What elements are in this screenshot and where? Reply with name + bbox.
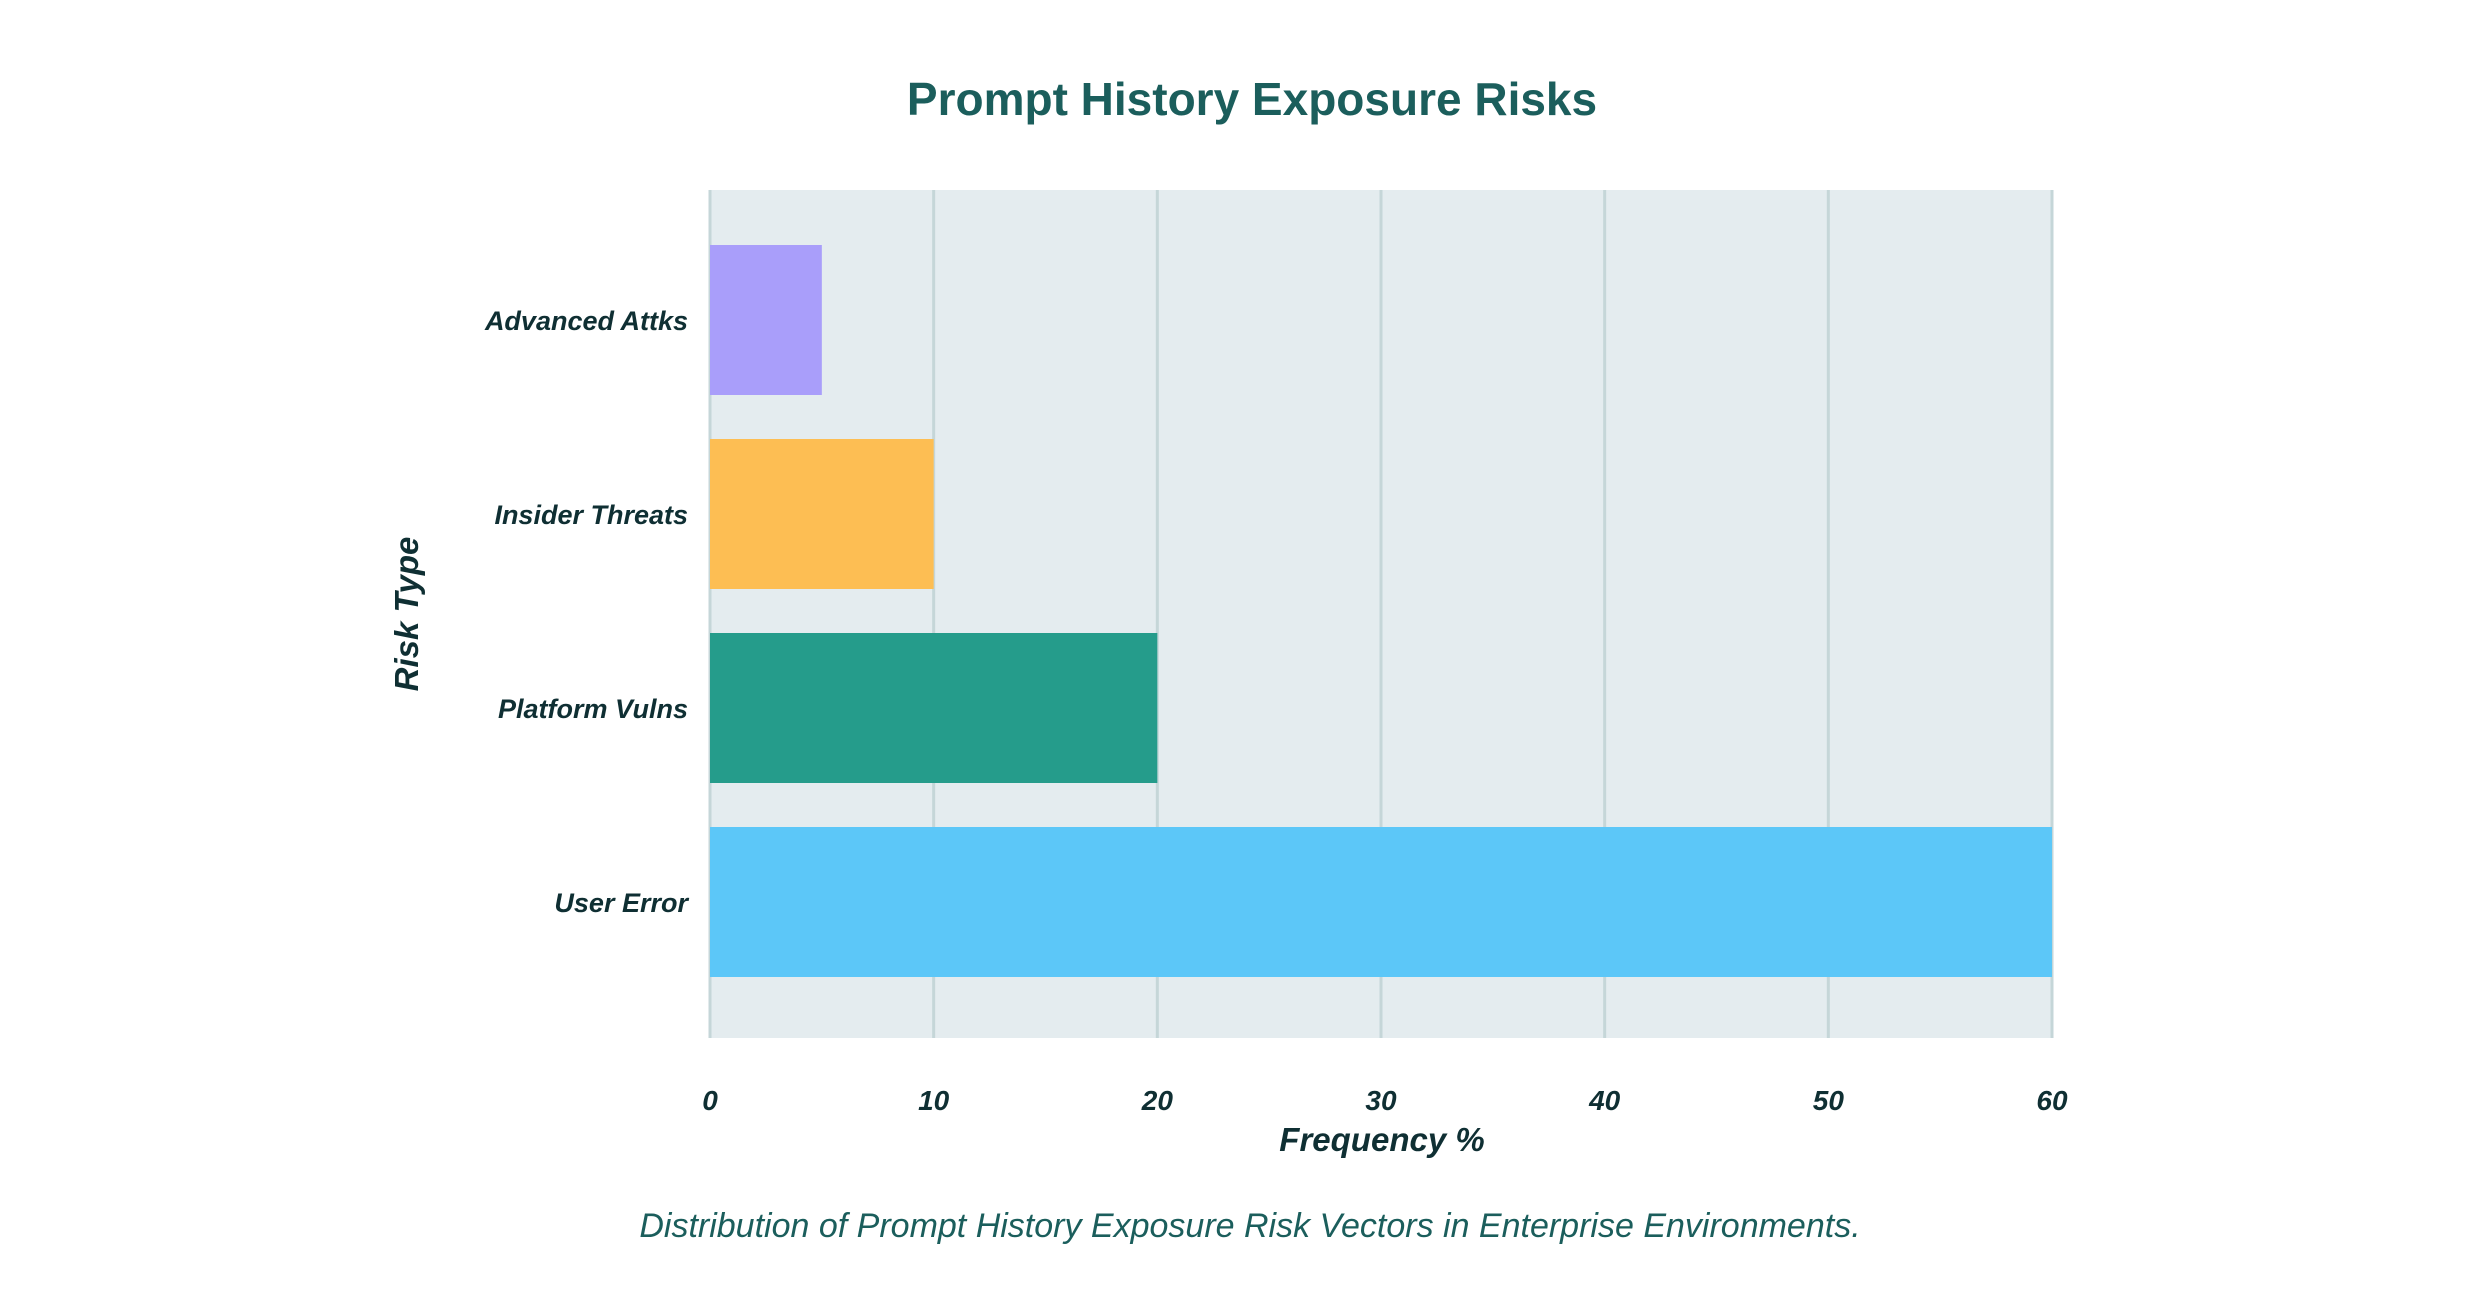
x-tick-labels: 0 10 20 30 40 50 60	[702, 1085, 2068, 1116]
category-label: User Error	[554, 888, 689, 918]
bar-user-error	[710, 827, 2052, 977]
x-tick-label: 10	[918, 1085, 950, 1116]
x-tick-label: 50	[1813, 1085, 1845, 1116]
chart-caption: Distribution of Prompt History Exposure …	[639, 1207, 1860, 1245]
x-axis-title: Frequency %	[1279, 1121, 1484, 1158]
x-tick-label: 40	[1588, 1085, 1621, 1116]
bars	[710, 245, 2052, 977]
bar-advanced-attks	[710, 245, 822, 395]
bar-platform-vulns	[710, 633, 1158, 783]
chart-title: Prompt History Exposure Risks	[907, 73, 1597, 125]
category-label: Advanced Attks	[484, 306, 688, 336]
x-tick-label: 60	[2036, 1085, 2068, 1116]
category-label: Platform Vulns	[498, 694, 688, 724]
category-labels: Advanced Attks Insider Threats Platform Vu…	[484, 306, 690, 918]
y-axis-title: Risk Type	[388, 537, 425, 692]
x-tick-label: 0	[702, 1085, 718, 1116]
bar-insider-threats	[710, 439, 934, 589]
x-tick-label: 30	[1365, 1085, 1397, 1116]
x-tick-label: 20	[1141, 1085, 1174, 1116]
category-label: Insider Threats	[494, 500, 688, 530]
